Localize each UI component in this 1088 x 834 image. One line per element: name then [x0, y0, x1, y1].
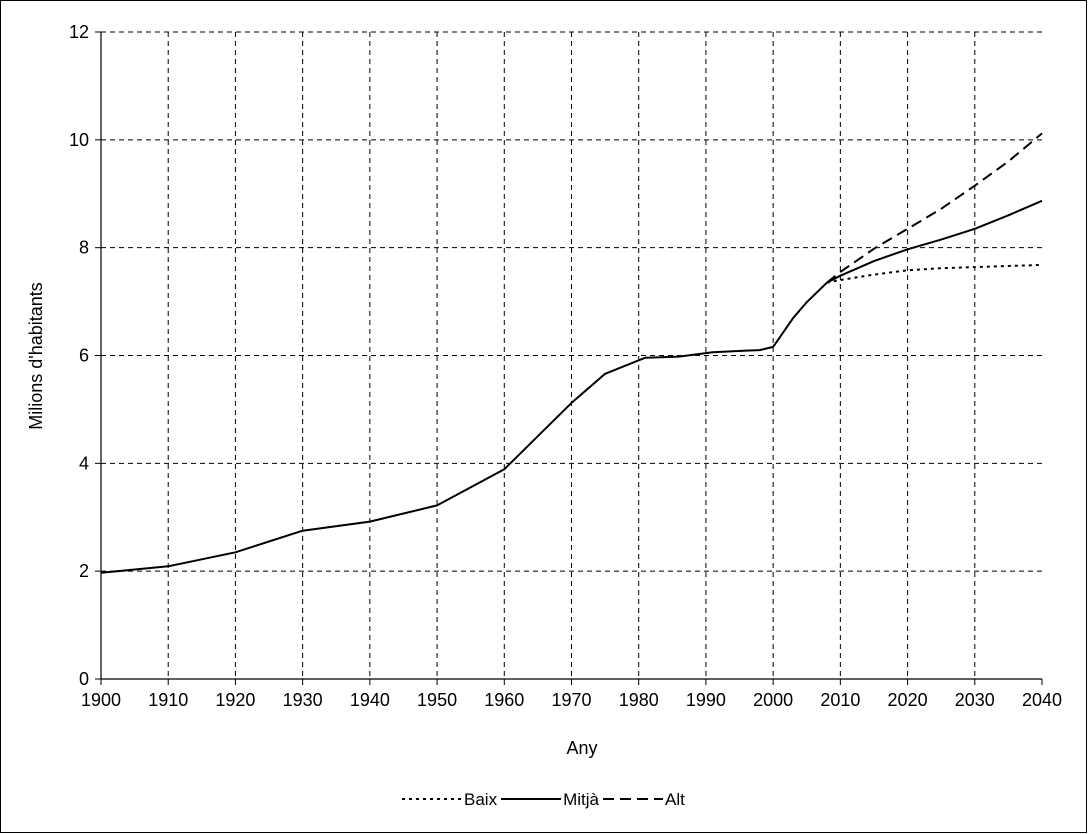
x-axis-ticks: 1900 1910 1920 1930 1940 1950 1960 1970 1980 1990…: [81, 679, 1062, 710]
x-tick-label: 1910: [148, 690, 188, 710]
legend: Baix Mitjà Alt: [402, 790, 685, 809]
x-tick-label: 1980: [619, 690, 659, 710]
x-tick-label: 2030: [955, 690, 995, 710]
x-tick-label: 1920: [215, 690, 255, 710]
x-tick-label: 2010: [820, 690, 860, 710]
x-axis-title: Any: [566, 738, 597, 758]
x-tick-label: 1930: [283, 690, 323, 710]
y-axis-ticks: 0 2 4 6 8 10 12: [69, 22, 101, 689]
x-tick-label: 1940: [350, 690, 390, 710]
y-tick-label: 12: [69, 22, 89, 42]
y-tick-label: 2: [79, 561, 89, 581]
series-lines: [100, 132, 1043, 574]
series-line-mitj-: [100, 199, 1043, 574]
y-tick-label: 0: [79, 669, 89, 689]
x-tick-label: 1970: [551, 690, 591, 710]
legend-label-baix: Baix: [464, 790, 498, 809]
y-tick-label: 8: [79, 238, 89, 258]
y-axis-title: Milions d'habitants: [26, 282, 46, 430]
x-tick-label: 1900: [81, 690, 121, 710]
y-tick-label: 4: [79, 453, 89, 473]
x-tick-label: 1950: [417, 690, 457, 710]
series-line-alt: [826, 132, 1043, 284]
x-tick-label: 1990: [686, 690, 726, 710]
y-tick-label: 10: [69, 130, 89, 150]
legend-label-mitj-: Mitjà: [563, 790, 599, 809]
grid: [101, 31, 1042, 679]
x-tick-label: 2020: [888, 690, 928, 710]
x-tick-label: 2040: [1022, 690, 1062, 710]
series-line-baix: [826, 263, 1043, 284]
x-tick-label: 1960: [484, 690, 524, 710]
y-tick-label: 6: [79, 346, 89, 366]
x-tick-label: 2000: [753, 690, 793, 710]
legend-label-alt: Alt: [665, 790, 685, 809]
